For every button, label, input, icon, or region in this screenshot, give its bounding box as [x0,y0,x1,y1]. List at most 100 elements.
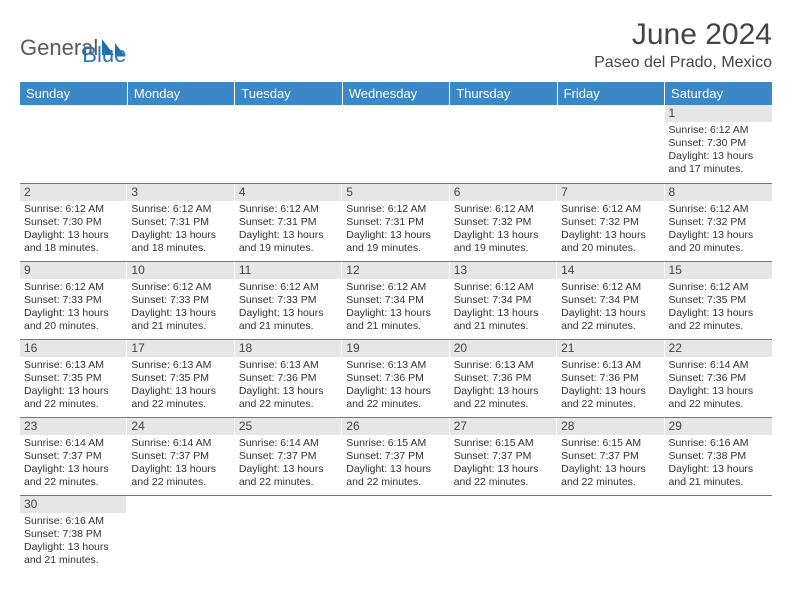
day-body: Sunrise: 6:12 AMSunset: 7:33 PMDaylight:… [235,279,342,338]
page-title: June 2024 [594,18,772,52]
day-line: Sunset: 7:37 PM [561,450,660,463]
day-cell: 11Sunrise: 6:12 AMSunset: 7:33 PMDayligh… [235,261,342,339]
day-line: Daylight: 13 hours and 22 minutes. [239,385,338,411]
day-line: Sunrise: 6:12 AM [346,281,445,294]
day-line: Sunset: 7:34 PM [454,294,553,307]
day-cell: 20Sunrise: 6:13 AMSunset: 7:36 PMDayligh… [450,339,557,417]
day-number: 6 [450,184,557,201]
day-body: Sunrise: 6:15 AMSunset: 7:37 PMDaylight:… [557,435,664,494]
day-line: Sunrise: 6:12 AM [131,281,230,294]
day-body: Sunrise: 6:12 AMSunset: 7:30 PMDaylight:… [665,122,772,181]
day-cell: 26Sunrise: 6:15 AMSunset: 7:37 PMDayligh… [342,417,449,495]
day-cell: 2Sunrise: 6:12 AMSunset: 7:30 PMDaylight… [20,183,127,261]
day-number: 15 [665,262,772,279]
day-cell: 17Sunrise: 6:13 AMSunset: 7:35 PMDayligh… [127,339,234,417]
day-line: Sunrise: 6:15 AM [454,437,553,450]
day-number: 3 [127,184,234,201]
day-line: Sunset: 7:32 PM [561,216,660,229]
day-line: Sunrise: 6:13 AM [561,359,660,372]
day-number [557,105,664,122]
day-line: Sunset: 7:36 PM [454,372,553,385]
day-line: Sunrise: 6:16 AM [669,437,768,450]
day-line: Sunrise: 6:14 AM [24,437,123,450]
day-line: Daylight: 13 hours and 22 minutes. [131,385,230,411]
day-number [450,105,557,122]
day-line: Sunrise: 6:13 AM [346,359,445,372]
calendar-head: SundayMondayTuesdayWednesdayThursdayFrid… [20,82,772,105]
day-line: Sunrise: 6:16 AM [24,515,123,528]
day-cell: 28Sunrise: 6:15 AMSunset: 7:37 PMDayligh… [557,417,664,495]
day-line: Sunrise: 6:12 AM [561,203,660,216]
day-cell: 14Sunrise: 6:12 AMSunset: 7:34 PMDayligh… [557,261,664,339]
day-line: Sunrise: 6:12 AM [24,281,123,294]
day-body: Sunrise: 6:12 AMSunset: 7:34 PMDaylight:… [342,279,449,338]
day-cell: 16Sunrise: 6:13 AMSunset: 7:35 PMDayligh… [20,339,127,417]
day-body: Sunrise: 6:12 AMSunset: 7:31 PMDaylight:… [342,201,449,260]
day-line: Daylight: 13 hours and 22 minutes. [669,307,768,333]
logo: General Blue [20,28,126,68]
day-line: Sunrise: 6:14 AM [669,359,768,372]
day-number: 1 [665,105,772,122]
day-cell [235,495,342,573]
day-line: Sunset: 7:37 PM [346,450,445,463]
day-cell: 7 Sunrise: 6:12 AMSunset: 7:32 PMDaylight… [557,183,664,261]
day-number: 16 [20,340,127,357]
day-line: Sunrise: 6:14 AM [239,437,338,450]
day-body: Sunrise: 6:13 AMSunset: 7:36 PMDaylight:… [557,357,664,416]
day-number: 20 [450,340,557,357]
day-line: Sunset: 7:35 PM [24,372,123,385]
day-cell: 4Sunrise: 6:12 AMSunset: 7:31 PMDaylight… [235,183,342,261]
day-body: Sunrise: 6:12 AMSunset: 7:34 PMDaylight:… [557,279,664,338]
day-line: Daylight: 13 hours and 22 minutes. [24,463,123,489]
day-line: Daylight: 13 hours and 20 minutes. [561,229,660,255]
day-number: 18 [235,340,342,357]
day-number: 9 [20,262,127,279]
day-line: Daylight: 13 hours and 18 minutes. [24,229,123,255]
day-body: Sunrise: 6:14 AMSunset: 7:37 PMDaylight:… [235,435,342,494]
day-number: 10 [127,262,234,279]
day-line: Sunrise: 6:13 AM [131,359,230,372]
day-line: Daylight: 13 hours and 22 minutes. [346,463,445,489]
week-row: 2Sunrise: 6:12 AMSunset: 7:30 PMDaylight… [20,183,772,261]
week-row: 30Sunrise: 6:16 AMSunset: 7:38 PMDayligh… [20,495,772,573]
day-body: Sunrise: 6:15 AMSunset: 7:37 PMDaylight:… [342,435,449,494]
day-line: Sunrise: 6:12 AM [454,281,553,294]
day-body: Sunrise: 6:12 AMSunset: 7:32 PMDaylight:… [665,201,772,260]
day-line: Daylight: 13 hours and 19 minutes. [239,229,338,255]
title-block: June 2024 Paseo del Prado, Mexico [594,18,772,74]
day-line: Daylight: 13 hours and 20 minutes. [669,229,768,255]
day-number: 22 [665,340,772,357]
day-line: Sunset: 7:37 PM [24,450,123,463]
day-line: Sunrise: 6:13 AM [454,359,553,372]
day-line: Sunset: 7:36 PM [561,372,660,385]
day-line: Sunset: 7:34 PM [561,294,660,307]
day-cell: 25Sunrise: 6:14 AMSunset: 7:37 PMDayligh… [235,417,342,495]
day-number: 24 [127,418,234,435]
week-row: 1Sunrise: 6:12 AMSunset: 7:30 PMDaylight… [20,105,772,183]
weekday-header: Monday [127,82,234,105]
day-number: 25 [235,418,342,435]
day-number [127,496,234,513]
weekday-header: Sunday [20,82,127,105]
day-line: Sunset: 7:35 PM [669,294,768,307]
day-body: Sunrise: 6:14 AMSunset: 7:37 PMDaylight:… [127,435,234,494]
day-line: Sunset: 7:31 PM [346,216,445,229]
day-cell [557,105,664,183]
day-line: Sunrise: 6:12 AM [669,281,768,294]
day-body: Sunrise: 6:13 AMSunset: 7:36 PMDaylight:… [235,357,342,416]
day-number: 12 [342,262,449,279]
day-cell [235,105,342,183]
day-line: Sunset: 7:32 PM [454,216,553,229]
day-line: Daylight: 13 hours and 21 minutes. [131,307,230,333]
day-number: 27 [450,418,557,435]
day-line: Sunset: 7:36 PM [239,372,338,385]
day-line: Daylight: 13 hours and 22 minutes. [346,385,445,411]
day-body: Sunrise: 6:12 AMSunset: 7:33 PMDaylight:… [127,279,234,338]
day-body: Sunrise: 6:15 AMSunset: 7:37 PMDaylight:… [450,435,557,494]
day-number: 2 [20,184,127,201]
weekday-header: Saturday [665,82,772,105]
day-number: 19 [342,340,449,357]
day-number: 7 [557,184,664,201]
day-line: Daylight: 13 hours and 21 minutes. [346,307,445,333]
day-body: Sunrise: 6:13 AMSunset: 7:35 PMDaylight:… [20,357,127,416]
